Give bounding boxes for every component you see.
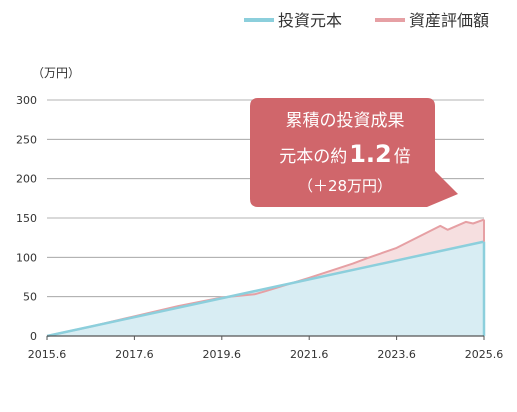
series-areas [46, 218, 486, 338]
y-tick-label: 150 [16, 212, 37, 225]
callout-bubble [250, 98, 458, 207]
y-tick-label: 100 [16, 251, 37, 264]
y-tick-label: 200 [16, 173, 37, 186]
callout-line3: （＋28万円） [298, 177, 392, 195]
legend-label-principal: 投資元本 [278, 11, 342, 30]
callout-line2: 元本の約1.2 倍 [279, 140, 411, 168]
callout-line1: 累積の投資成果 [286, 111, 405, 131]
legend: 投資元本 資産評価額 [244, 11, 489, 30]
principal-line [46, 240, 485, 338]
x-tick-label: 2025.6 [465, 348, 504, 361]
x-tick-labels: 2015.6 2017.6 2019.6 2021.6 2023.6 2025.6 [28, 348, 504, 361]
x-tick-label: 2023.6 [377, 348, 416, 361]
callout-line2-prefix: 元本の約 [279, 147, 347, 167]
x-tick-label: 2015.6 [28, 348, 67, 361]
y-tick-label: 250 [16, 133, 37, 146]
x-tick-label: 2019.6 [203, 348, 242, 361]
callout-multiplier: 1.2 [349, 140, 392, 168]
callout-line2-suffix: 倍 [394, 147, 411, 167]
x-tick-label: 2021.6 [290, 348, 329, 361]
y-tick-label: 300 [16, 94, 37, 107]
callout: 累積の投資成果 元本の約1.2 倍 （＋28万円） [250, 98, 458, 207]
x-tick-label: 2017.6 [115, 348, 154, 361]
y-tick-label: 50 [23, 291, 37, 304]
y-tick-labels: 0 50 100 150 200 250 300 [16, 94, 37, 343]
y-tick-label: 0 [30, 330, 37, 343]
axes [46, 335, 485, 340]
y-unit-label: （万円） [32, 66, 80, 80]
legend-label-valuation: 資産評価額 [409, 11, 489, 30]
